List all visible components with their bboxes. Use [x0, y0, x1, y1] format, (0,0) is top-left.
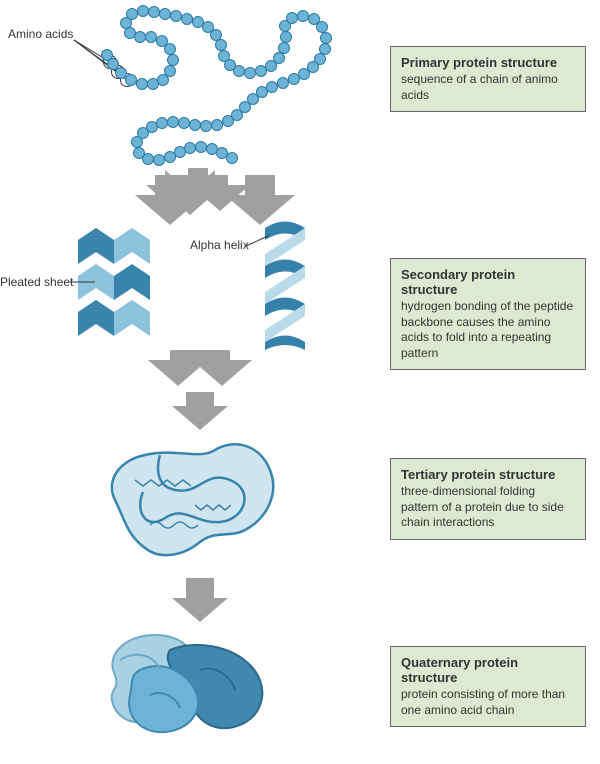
secondary-structure [70, 222, 305, 351]
tertiary-structure [112, 444, 273, 555]
tertiary-desc: three-dimensional folding pattern of a p… [401, 484, 575, 531]
pleated-sheet [70, 228, 150, 336]
box-quaternary: Quaternary protein structure protein con… [390, 646, 586, 727]
amino-label: Amino acids [8, 27, 73, 41]
primary-title: Primary protein structure [401, 55, 575, 70]
quaternary-title: Quaternary protein structure [401, 655, 575, 685]
callout-amino-acids: Amino acids [8, 27, 73, 41]
box-tertiary: Tertiary protein structure three-dimensi… [390, 458, 586, 540]
alpha-helix [265, 222, 305, 351]
box-primary: Primary protein structure sequence of a … [390, 46, 586, 112]
primary-desc: sequence of a chain of animo acids [401, 72, 575, 103]
callout-alpha-helix: Alpha helix [190, 238, 249, 252]
primary-structure [74, 6, 332, 166]
arrow-2 [148, 350, 252, 430]
tertiary-title: Tertiary protein structure [401, 467, 575, 482]
quaternary-desc: protein consisting of more than one amin… [401, 687, 575, 718]
box-secondary: Secondary protein structure hydrogen bon… [390, 258, 586, 370]
secondary-title: Secondary protein structure [401, 267, 575, 297]
quaternary-structure [112, 635, 263, 732]
callout-pleated-sheet: Pleated sheet [0, 275, 73, 289]
arrow-3 [172, 578, 228, 622]
pleated-label: Pleated sheet [0, 275, 73, 289]
helix-label: Alpha helix [190, 238, 249, 252]
secondary-desc: hydrogen bonding of the peptide backbone… [401, 299, 575, 361]
